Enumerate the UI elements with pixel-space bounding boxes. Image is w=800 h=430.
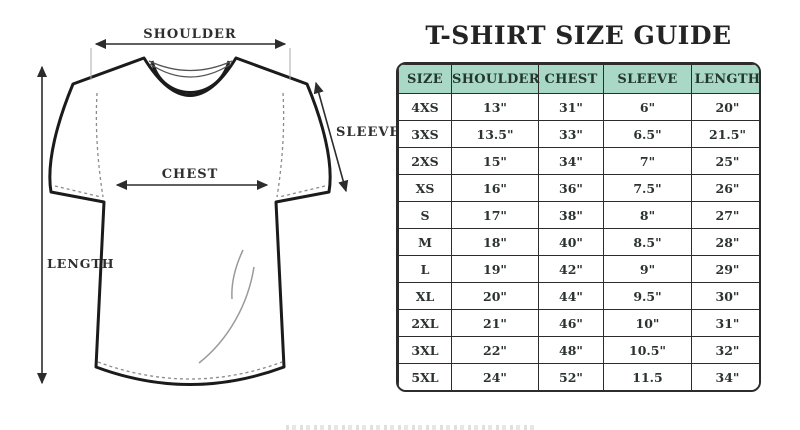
measurement-cell: 17"	[451, 201, 539, 229]
shoulder-measure: SHOULDER	[90, 27, 291, 80]
measurement-cell: 6.5"	[603, 120, 692, 148]
measurement-cell: 33"	[538, 120, 604, 148]
measurement-cell: 18"	[451, 228, 539, 256]
table-row: XL 20" 44" 9.5" 30"	[398, 282, 759, 310]
chest-measure: CHEST	[115, 167, 269, 191]
measurement-cell: 21.5"	[691, 120, 759, 148]
col-header-shoulder: SHOULDER	[451, 64, 540, 94]
measurement-cell: 28"	[691, 228, 759, 256]
size-cell: 3XL	[398, 336, 452, 364]
measurement-cell: 22"	[451, 336, 539, 364]
cutoff-text-fragment	[286, 425, 534, 430]
col-header-length: LENGTH	[691, 64, 759, 94]
tshirt-outline	[48, 56, 332, 386]
measurement-cell: 9"	[603, 255, 692, 283]
table-row: XS 16" 36" 7.5" 26"	[398, 174, 759, 202]
table-row: 5XL 24" 52" 11.5 34"	[398, 363, 759, 390]
measurement-cell: 19"	[451, 255, 539, 283]
measurement-cell: 24"	[451, 363, 539, 390]
measurement-cell: 21"	[451, 309, 539, 337]
measurement-cell: 32"	[691, 336, 759, 364]
size-cell: S	[398, 201, 452, 229]
page-title: T-SHIRT SIZE GUIDE	[425, 21, 732, 50]
measurement-cell: 31"	[538, 93, 604, 121]
measurement-cell: 7.5"	[603, 174, 692, 202]
measurement-cell: 8"	[603, 201, 692, 229]
measurement-cell: 44"	[538, 282, 604, 310]
measurement-cell: 31"	[691, 309, 759, 337]
size-cell: 2XL	[398, 309, 452, 337]
measurement-cell: 38"	[538, 201, 604, 229]
table-row: 3XS 13.5" 33" 6.5" 21.5"	[398, 120, 759, 148]
length-label: LENGTH	[47, 256, 115, 271]
table-row: 2XL 21" 46" 10" 31"	[398, 309, 759, 337]
table-row: 2XS 15" 34" 7" 25"	[398, 147, 759, 175]
measurement-cell: 36"	[538, 174, 604, 202]
measurement-cell: 46"	[538, 309, 604, 337]
size-cell: L	[398, 255, 452, 283]
measurement-cell: 20"	[451, 282, 539, 310]
measurement-cell: 13"	[451, 93, 539, 121]
size-cell: 4XS	[398, 93, 452, 121]
chest-label: CHEST	[162, 167, 219, 182]
size-table-body: 4XS 13" 31" 6" 20" 3XS 13.5" 33" 6.5" 21.5" 2XS 15"…	[398, 93, 759, 390]
measurement-cell: 52"	[538, 363, 604, 390]
size-cell: 2XS	[398, 147, 452, 175]
size-table: SIZE SHOULDER CHEST SLEEVE LENGTH 4XS 13"…	[396, 62, 761, 392]
size-cell: 5XL	[398, 363, 452, 390]
measurement-cell: 26"	[691, 174, 759, 202]
measurement-cell: 34"	[691, 363, 759, 390]
measurement-cell: 27"	[691, 201, 759, 229]
measurement-cell: 8.5"	[603, 228, 692, 256]
size-cell: XL	[398, 282, 452, 310]
size-cell: 3XS	[398, 120, 452, 148]
measurement-cell: 25"	[691, 147, 759, 175]
table-row: L 19" 42" 9" 29"	[398, 255, 759, 283]
col-header-chest: CHEST	[538, 64, 604, 94]
measurement-cell: 29"	[691, 255, 759, 283]
measurement-cell: 9.5"	[603, 282, 692, 310]
measurement-cell: 30"	[691, 282, 759, 310]
measurement-cell: 10"	[603, 309, 692, 337]
shoulder-label: SHOULDER	[143, 27, 236, 42]
sleeve-measure: SLEEVE	[313, 81, 400, 193]
measurement-cell: 11.5	[603, 363, 692, 390]
measurement-cell: 10.5"	[603, 336, 692, 364]
measurement-cell: 48"	[538, 336, 604, 364]
table-row: 4XS 13" 31" 6" 20"	[398, 93, 759, 121]
measurement-cell: 13.5"	[451, 120, 539, 148]
tshirt-diagram: SHOULDER SLEEVE CHEST LENGTH	[36, 27, 400, 386]
measurement-cell: 40"	[538, 228, 604, 256]
size-cell: M	[398, 228, 452, 256]
measurement-cell: 7"	[603, 147, 692, 175]
measurement-cell: 42"	[538, 255, 604, 283]
measurement-cell: 34"	[538, 147, 604, 175]
table-row: S 17" 38" 8" 27"	[398, 201, 759, 229]
sleeve-label: SLEEVE	[336, 125, 400, 140]
table-row: M 18" 40" 8.5" 28"	[398, 228, 759, 256]
measurement-cell: 6"	[603, 93, 692, 121]
measurement-cell: 20"	[691, 93, 759, 121]
sleeve-arrow	[313, 81, 349, 193]
length-measure: LENGTH	[36, 65, 115, 385]
table-header-row: SIZE SHOULDER CHEST SLEEVE LENGTH	[398, 64, 759, 94]
col-header-sleeve: SLEEVE	[603, 64, 692, 94]
measurement-cell: 16"	[451, 174, 539, 202]
table-row: 3XL 22" 48" 10.5" 32"	[398, 336, 759, 364]
size-cell: XS	[398, 174, 452, 202]
col-header-size: SIZE	[398, 64, 452, 94]
measurement-cell: 15"	[451, 147, 539, 175]
